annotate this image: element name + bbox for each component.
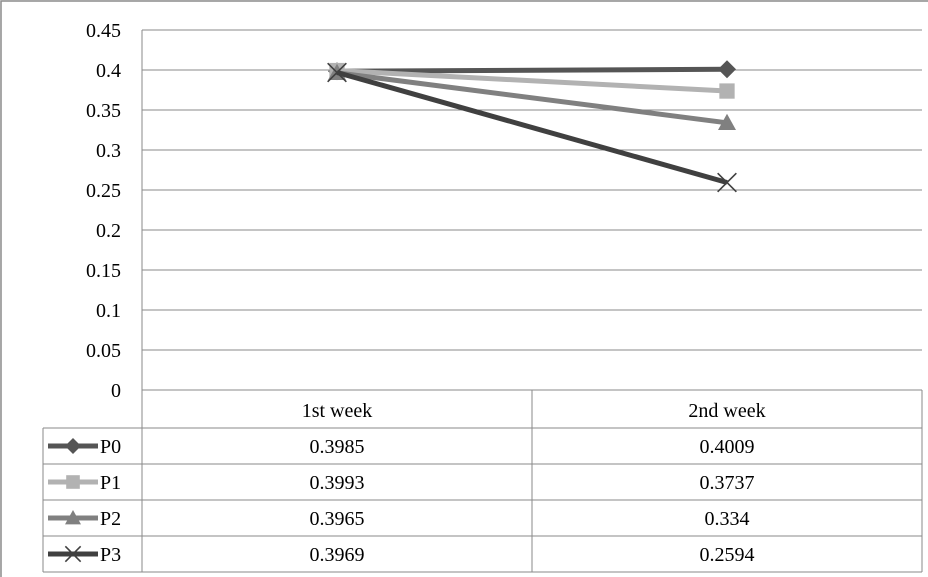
y-tick-label: 0.1	[96, 300, 121, 322]
data-point-stroke	[717, 172, 737, 193]
series-line	[336, 66, 728, 74]
legend-marker	[65, 510, 81, 525]
legend-label: P2	[100, 508, 121, 530]
y-tick-label: 0.05	[86, 340, 121, 362]
table-cell: 0.3985	[310, 436, 365, 458]
y-tick-label: 0.3	[96, 140, 121, 162]
data-table-grid	[42, 30, 923, 573]
table-cell: 0.3969	[310, 544, 365, 566]
legend-marker	[64, 545, 82, 563]
series-line	[336, 70, 728, 185]
table-cell: 0.3737	[700, 472, 755, 494]
data-point	[718, 60, 736, 79]
y-tick-label: 0.25	[86, 180, 121, 202]
series-P3	[327, 62, 737, 193]
legend-label: P0	[100, 436, 121, 458]
legend-marker	[66, 475, 80, 489]
table-cell: 0.4009	[700, 436, 755, 458]
data-point	[718, 113, 736, 130]
legend-label: P1	[100, 472, 121, 494]
y-axis: 0 0.05 0.1 0.15 0.2 0.25 0.3 0.35 0.4 0.45	[86, 20, 121, 402]
series-line	[336, 68, 728, 94]
series-layer	[327, 60, 737, 193]
legend-key-P3	[48, 545, 98, 563]
y-tick-label: 0	[111, 380, 121, 402]
y-tick-label: 0.45	[86, 20, 121, 42]
data-point	[719, 83, 735, 99]
table-cell: 0.3965	[310, 508, 365, 530]
legend-key-P1	[48, 475, 98, 489]
data-point-stroke	[327, 62, 347, 83]
y-tick-label: 0.15	[86, 260, 121, 282]
data-point	[717, 172, 737, 193]
table-header: 1st week	[302, 400, 373, 422]
legend-marker-stroke	[64, 545, 82, 563]
data-point	[327, 62, 347, 83]
table-cell: 0.3993	[310, 472, 365, 494]
y-tick-label: 0.4	[96, 60, 121, 82]
legend-label: P3	[100, 544, 121, 566]
legend-key-P0	[48, 438, 98, 454]
y-tick-label: 0.2	[96, 220, 121, 242]
table-cell: 0.2594	[700, 544, 755, 566]
table-cell: 0.334	[705, 508, 750, 530]
series-line	[336, 70, 728, 126]
y-tick-label: 0.35	[86, 100, 121, 122]
legend-key-P2	[48, 510, 98, 525]
table-header: 2nd week	[688, 400, 765, 422]
data-table: 1st week 2nd week P0 0.3985 0.4009 P1 0.3993 0.…	[48, 400, 766, 566]
legend-marker	[65, 438, 81, 454]
